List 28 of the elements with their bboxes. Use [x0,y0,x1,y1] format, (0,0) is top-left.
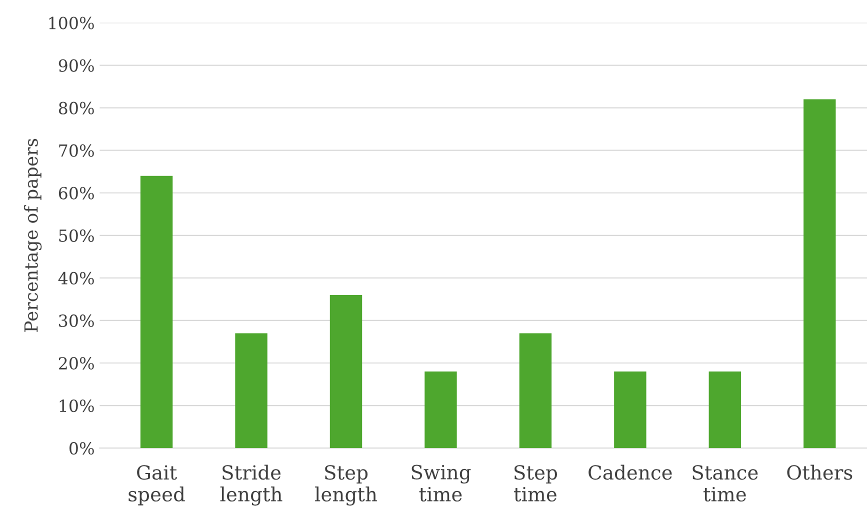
x-tick-label: Swing time [412,464,471,502]
y-tick-label: 60% [58,186,94,200]
x-tick-label: Cadence [588,464,672,480]
x-tick-label: Others [787,464,852,480]
y-tick-label: 100% [49,16,94,30]
y-tick-label: 0% [70,442,94,455]
x-tick-label: Stride length [220,464,282,506]
bar [804,99,836,448]
y-axis-title: Percentage of papers [24,138,42,332]
y-tick-label: 90% [58,59,94,72]
y-tick-label: 50% [59,229,94,242]
y-tick-label: 30% [59,314,94,328]
x-tick-label: Gait speed [128,465,185,506]
x-tick-label: Stance time [692,465,758,502]
x-tick-label: Step time [514,465,558,502]
y-tick-label: 70% [59,144,94,157]
bar [519,333,552,448]
x-tick-label: Step length [315,465,377,506]
bar [424,372,457,448]
bar [140,176,173,448]
bar [614,372,646,448]
bar [330,294,362,448]
y-tick-label: 10% [60,399,94,412]
y-tick-label: 40% [58,272,94,285]
y-tick-label: 80% [58,102,94,114]
bar [708,372,742,448]
y-tick-label: 20% [58,356,94,370]
bar [235,333,268,448]
